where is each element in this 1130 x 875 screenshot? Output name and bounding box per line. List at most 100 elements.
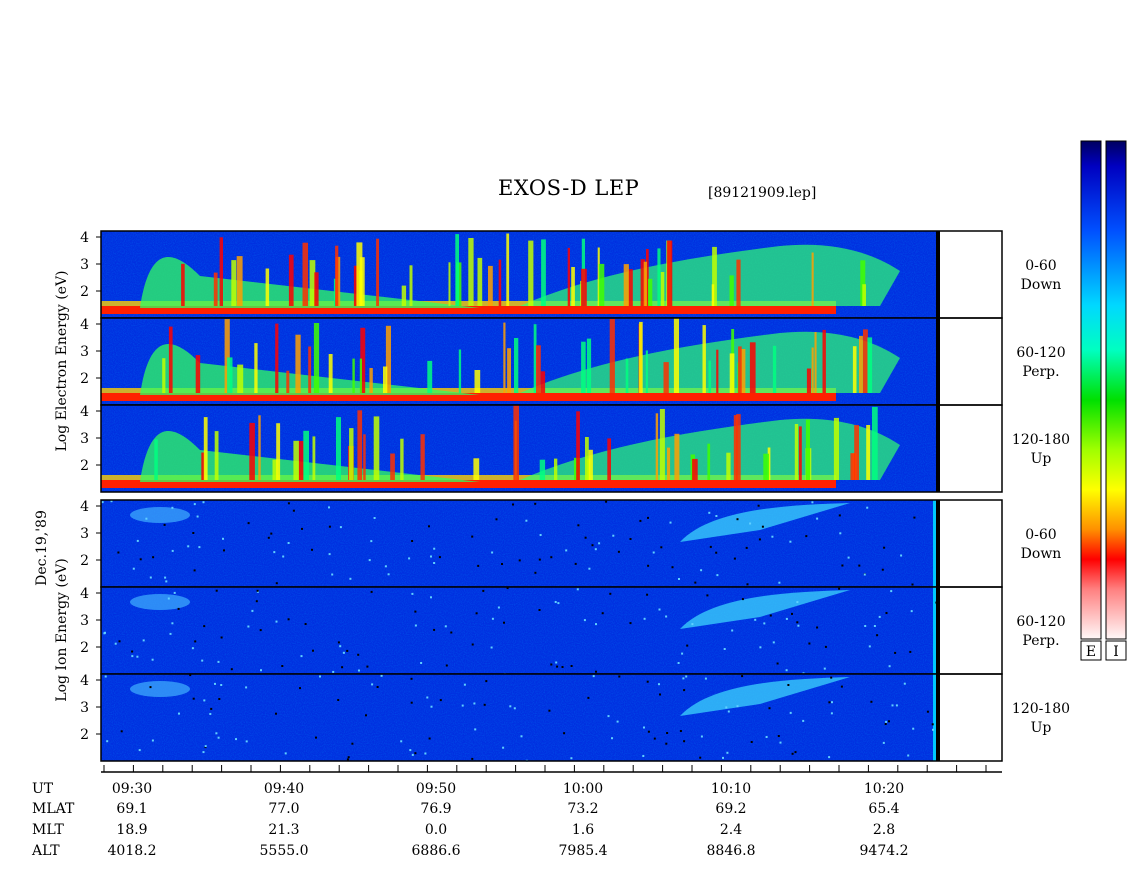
noise-pixel bbox=[791, 612, 793, 615]
noise-pixel bbox=[900, 554, 903, 557]
noise-pixel bbox=[723, 648, 726, 650]
striation bbox=[302, 242, 308, 306]
orbit-row-label-mlat: MLAT bbox=[32, 801, 75, 817]
noise-pixel bbox=[485, 680, 488, 683]
noise-pixel bbox=[255, 600, 258, 603]
noise-pixel bbox=[831, 701, 833, 704]
noise-pixel bbox=[727, 710, 730, 713]
noise-pixel bbox=[616, 720, 619, 723]
striation bbox=[541, 239, 546, 306]
striation bbox=[659, 409, 665, 480]
orbit-cell-ut: 09:50 bbox=[416, 781, 456, 797]
noise-pixel bbox=[805, 535, 808, 538]
noise-pixel bbox=[563, 732, 566, 735]
noise-pixel bbox=[471, 757, 474, 760]
spectrogram-panel-4: 4 3 2 bbox=[80, 499, 1003, 589]
noise-pixel bbox=[346, 758, 349, 761]
noise-pixel bbox=[932, 728, 934, 731]
striation bbox=[154, 439, 158, 480]
low-energy-band bbox=[101, 306, 836, 314]
pitch-label-2: 60-120 Perp. bbox=[1016, 345, 1065, 380]
striation bbox=[168, 326, 173, 393]
y-tick-label: 2 bbox=[80, 727, 89, 743]
orbit-cell-alt: 5555.0 bbox=[260, 843, 309, 859]
noise-pixel bbox=[830, 712, 833, 715]
noise-pixel bbox=[408, 557, 411, 560]
noise-pixel bbox=[840, 685, 843, 688]
striation bbox=[798, 426, 802, 480]
y-tick-label: 4 bbox=[80, 230, 89, 246]
noise-pixel bbox=[349, 577, 352, 580]
noise-pixel bbox=[214, 682, 216, 685]
noise-pixel bbox=[765, 736, 768, 738]
striation bbox=[729, 353, 735, 393]
noise-pixel bbox=[682, 677, 685, 680]
striation bbox=[767, 447, 771, 480]
noise-pixel bbox=[136, 655, 139, 658]
y-tick-label: 4 bbox=[80, 499, 89, 515]
noise-pixel bbox=[539, 534, 542, 536]
noise-pixel bbox=[192, 697, 195, 700]
noise-pixel bbox=[202, 501, 205, 504]
noise-pixel bbox=[555, 661, 558, 664]
noise-pixel bbox=[642, 755, 645, 757]
noise-pixel bbox=[715, 515, 718, 517]
pitch-range: 120-180 bbox=[1012, 701, 1070, 717]
y-tick-label: 3 bbox=[80, 344, 89, 360]
striation bbox=[303, 430, 309, 480]
noise-pixel bbox=[428, 737, 431, 740]
noise-pixel bbox=[357, 653, 360, 656]
pitch-direction: Down bbox=[1021, 546, 1062, 562]
noise-pixel bbox=[218, 698, 221, 700]
noise-pixel bbox=[605, 500, 608, 503]
noise-pixel bbox=[173, 591, 176, 594]
striation bbox=[805, 419, 810, 480]
noise-pixel bbox=[339, 526, 342, 529]
noise-pixel bbox=[592, 675, 595, 678]
noise-pixel bbox=[131, 650, 134, 653]
noise-pixel bbox=[598, 542, 601, 545]
noise-pixel bbox=[824, 645, 827, 648]
noise-pixel bbox=[785, 617, 788, 620]
noise-pixel bbox=[577, 524, 580, 527]
noise-pixel bbox=[926, 710, 929, 713]
noise-pixel bbox=[658, 608, 661, 611]
noise-pixel bbox=[611, 737, 613, 740]
noise-pixel bbox=[759, 646, 762, 649]
noise-pixel bbox=[659, 693, 661, 696]
striation bbox=[231, 260, 237, 306]
panel-frame bbox=[100, 673, 1003, 762]
striation bbox=[540, 371, 546, 393]
noise-pixel bbox=[700, 735, 703, 738]
noise-pixel bbox=[796, 601, 799, 604]
noise-pixel bbox=[165, 580, 168, 583]
pitch-direction: Up bbox=[1031, 451, 1052, 467]
noise-pixel bbox=[838, 587, 841, 590]
striation bbox=[227, 357, 233, 393]
noise-pixel bbox=[210, 707, 213, 710]
striation bbox=[390, 453, 395, 480]
axis-title-text: Log Electron Energy (eV) bbox=[54, 270, 70, 451]
striation bbox=[539, 459, 546, 480]
noise-pixel bbox=[366, 665, 369, 668]
striation bbox=[498, 259, 502, 306]
striation bbox=[335, 245, 339, 306]
noise-pixel bbox=[370, 590, 373, 593]
noise-pixel bbox=[665, 615, 668, 618]
noise-pixel bbox=[259, 629, 262, 632]
noise-pixel bbox=[679, 730, 682, 732]
striation bbox=[308, 346, 312, 393]
striation bbox=[272, 459, 278, 480]
striation bbox=[726, 452, 731, 480]
noise-pixel bbox=[777, 735, 780, 737]
noise-pixel bbox=[838, 514, 841, 517]
low-energy-band bbox=[101, 480, 836, 488]
orbit-cell-alt: 7985.4 bbox=[559, 843, 608, 859]
noise-pixel bbox=[525, 519, 528, 522]
noise-pixel bbox=[145, 517, 148, 520]
noise-pixel bbox=[475, 612, 478, 615]
noise-pixel bbox=[120, 730, 123, 733]
noise-pixel bbox=[414, 624, 417, 627]
noise-pixel bbox=[513, 707, 516, 710]
y-tick-label: 4 bbox=[80, 673, 89, 689]
